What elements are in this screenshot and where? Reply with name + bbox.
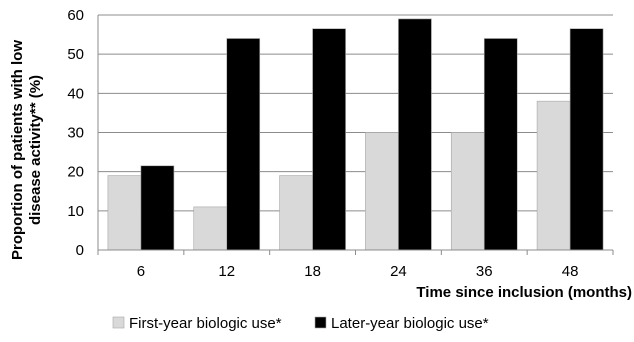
legend-label-series-1: First-year biologic use* (129, 315, 282, 332)
bar-series-1-6 (107, 175, 142, 251)
y-tick-label-60: 60 (67, 7, 84, 24)
bar-series-1-12 (193, 206, 228, 251)
y-tick-label-30: 30 (67, 125, 84, 142)
bar-series-2-18 (312, 28, 346, 251)
legend-label-series-2: Later-year biologic use* (331, 315, 489, 332)
y-tick-label-40: 40 (67, 85, 84, 102)
axes: 0 10 20 30 40 50 60 6 12 18 24 36 48 (67, 7, 614, 280)
x-tick-label-36: 36 (476, 263, 493, 280)
legend-swatch-series-2 (314, 316, 327, 329)
y-axis-title-line-1: Proportion of patients with low (9, 40, 26, 260)
gridlines (98, 14, 613, 251)
bar-series-2-6 (140, 165, 175, 251)
y-axis-title: Proportion of patients with low disease … (9, 40, 44, 260)
y-tick-label-0: 0 (76, 242, 84, 259)
y-tick-label-10: 10 (67, 203, 84, 220)
bar-series-1-18 (279, 175, 313, 251)
bar-series-2-12 (226, 38, 261, 251)
bar-series-2-24 (398, 18, 432, 251)
x-tick-label-6: 6 (137, 263, 145, 280)
x-tick-label-12: 12 (218, 263, 235, 280)
bar-series-1-48 (536, 100, 571, 251)
x-tick-label-48: 48 (562, 263, 579, 280)
y-tick-label-20: 20 (67, 164, 84, 181)
legend-swatch-series-1 (112, 316, 125, 329)
legend: First-year biologic use* Later-year biolo… (112, 315, 489, 332)
x-tick-label-24: 24 (390, 263, 407, 280)
bar-series-1-36 (450, 132, 485, 251)
y-tick-label-50: 50 (67, 46, 84, 63)
bars (107, 18, 604, 251)
y-axis-title-line-2: disease activity** (%) (27, 75, 44, 225)
x-tick-label-18: 18 (304, 263, 321, 280)
bar-series-2-36 (483, 38, 518, 251)
bar-series-2-48 (569, 28, 604, 251)
bar-series-1-24 (365, 132, 399, 251)
x-axis-title: Time since inclusion (months) (416, 284, 632, 301)
